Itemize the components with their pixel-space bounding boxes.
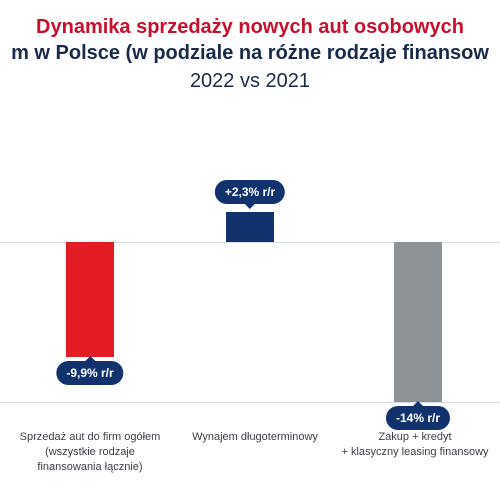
title-line-3: 2022 vs 2021 [0,68,500,94]
value-label: -9,9% r/r.value-bubble.bubble-above::aft… [56,361,123,385]
bar [226,212,274,242]
category-label: Zakup + kredyt+ klasyczny leasing finans… [330,430,500,475]
title-line-2: m w Polsce (w podziale na różne rodzaje … [0,40,500,66]
value-label: -14% r/r.value-bubble.bubble-above::afte… [386,406,450,430]
value-label: +2,3% r/r.value-bubble.bubble-above::aft… [215,180,285,204]
bar [66,242,114,357]
gridline [0,402,500,403]
category-label: Sprzedaż aut do firm ogółem(wszystkie ro… [0,430,180,475]
bar-chart: -9,9% r/r.value-bubble.bubble-above::aft… [0,122,500,422]
title-line-1: Dynamika sprzedaży nowych aut osobowych [0,14,500,40]
bar [394,242,442,402]
category-labels-row: Sprzedaż aut do firm ogółem(wszystkie ro… [0,430,500,475]
chart-title-block: Dynamika sprzedaży nowych aut osobowych … [0,14,500,94]
category-label: Wynajem długoterminowy [180,430,330,475]
